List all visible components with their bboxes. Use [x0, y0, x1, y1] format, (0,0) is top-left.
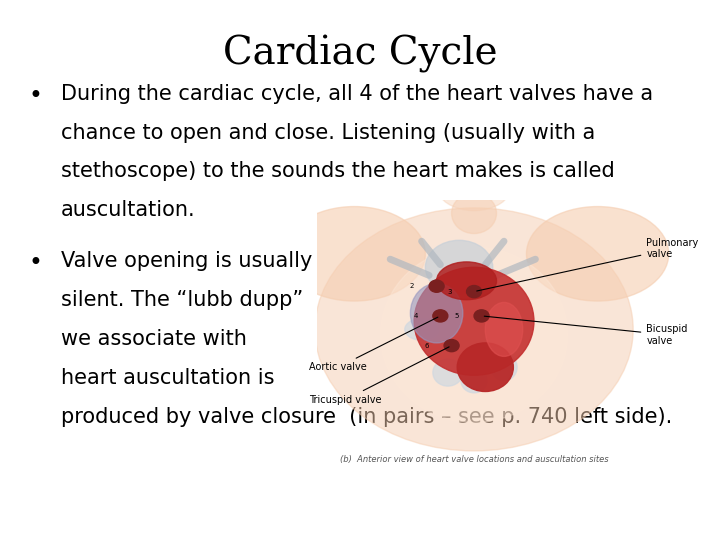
Text: heart auscultation is: heart auscultation is — [61, 368, 275, 388]
Text: silent. The “lubb dupp”: silent. The “lubb dupp” — [61, 290, 303, 310]
Ellipse shape — [283, 206, 426, 301]
Ellipse shape — [433, 359, 463, 386]
Ellipse shape — [429, 280, 444, 292]
Ellipse shape — [474, 310, 489, 322]
Ellipse shape — [405, 319, 438, 340]
Text: 2: 2 — [410, 283, 414, 289]
Ellipse shape — [410, 284, 463, 343]
Ellipse shape — [491, 354, 517, 381]
Ellipse shape — [461, 368, 487, 393]
Text: •: • — [29, 251, 42, 275]
Ellipse shape — [485, 302, 523, 356]
Ellipse shape — [436, 162, 511, 211]
Text: we associate with: we associate with — [61, 329, 247, 349]
Ellipse shape — [457, 343, 513, 391]
Text: 3: 3 — [447, 288, 451, 295]
Ellipse shape — [433, 310, 448, 322]
Text: 4: 4 — [413, 313, 418, 319]
Ellipse shape — [451, 193, 497, 233]
Ellipse shape — [380, 247, 567, 422]
Ellipse shape — [444, 340, 459, 352]
Text: Valve opening is usually: Valve opening is usually — [61, 251, 312, 271]
Text: •: • — [29, 84, 42, 107]
Ellipse shape — [315, 208, 633, 451]
Ellipse shape — [414, 267, 534, 375]
Text: Bicuspid
valve: Bicuspid valve — [485, 316, 688, 346]
Ellipse shape — [467, 286, 482, 298]
Text: 6: 6 — [425, 342, 429, 349]
Text: Aortic valve: Aortic valve — [310, 317, 438, 372]
Text: chance to open and close. Listening (usually with a: chance to open and close. Listening (usu… — [61, 123, 595, 143]
Ellipse shape — [526, 206, 669, 301]
Ellipse shape — [436, 262, 497, 300]
Text: produced by valve closure  (in pairs – see p. 740 left side).: produced by valve closure (in pairs – se… — [61, 407, 672, 427]
Text: Cardiac Cycle: Cardiac Cycle — [222, 35, 498, 73]
Text: (b)  Anterior view of heart valve locations and auscultation sites: (b) Anterior view of heart valve locatio… — [340, 455, 608, 464]
Text: 5: 5 — [455, 313, 459, 319]
Text: Pulmonary
valve: Pulmonary valve — [477, 238, 698, 291]
Text: auscultation.: auscultation. — [61, 200, 196, 220]
Text: During the cardiac cycle, all 4 of the heart valves have a: During the cardiac cycle, all 4 of the h… — [61, 84, 653, 104]
Text: stethoscope) to the sounds the heart makes is called: stethoscope) to the sounds the heart mak… — [61, 161, 615, 181]
Ellipse shape — [426, 240, 492, 294]
Text: Tricuspid valve: Tricuspid valve — [310, 347, 449, 404]
